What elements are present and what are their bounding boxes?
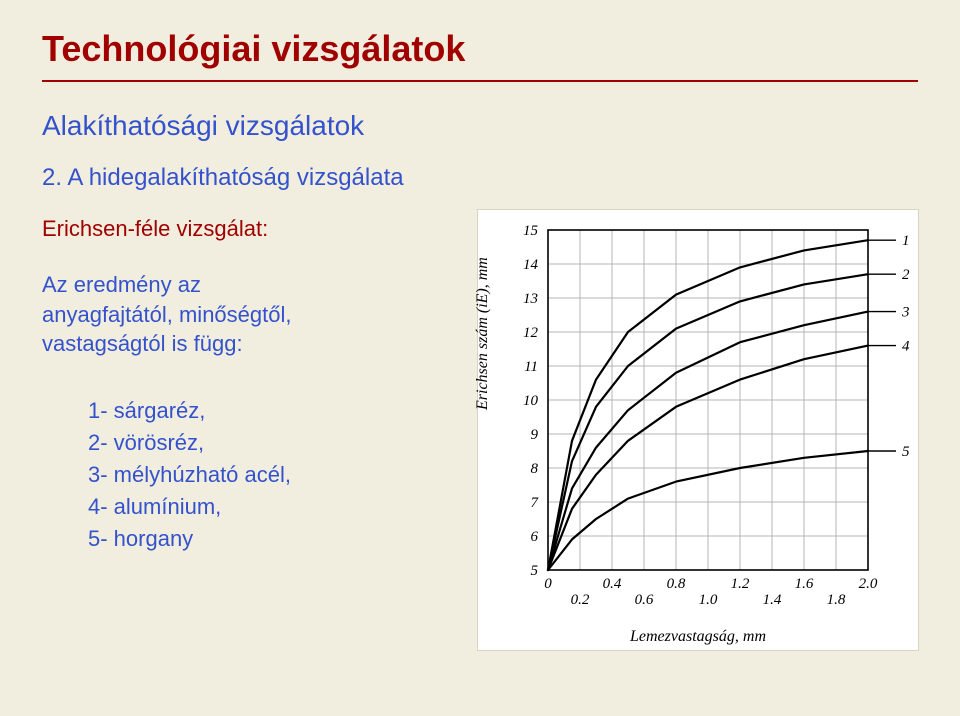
svg-text:1.2: 1.2	[731, 576, 750, 592]
page-title: Technológiai vizsgálatok	[42, 28, 918, 70]
svg-text:5: 5	[531, 563, 539, 579]
chart-svg: 5678910111213141500.40.81.21.62.00.20.61…	[478, 210, 918, 610]
svg-text:12: 12	[523, 325, 539, 341]
left-column: Erichsen-féle vizsgálat: Az eredmény az …	[42, 210, 478, 555]
svg-text:0: 0	[544, 576, 552, 592]
svg-text:1.8: 1.8	[827, 592, 846, 608]
svg-text:3: 3	[901, 305, 910, 321]
body-area: Erichsen-féle vizsgálat: Az eredmény az …	[42, 210, 918, 650]
legend-item: 2- vörösréz,	[88, 427, 458, 459]
legend-item: 1- sárgaréz,	[88, 395, 458, 427]
svg-text:0.6: 0.6	[635, 592, 654, 608]
legend-item: 3- mélyhúzható acél,	[88, 459, 458, 491]
slide: Technológiai vizsgálatok Alakíthatósági …	[0, 0, 960, 716]
section-heading: 2. A hidegalakíthatóság vizsgálata	[42, 164, 918, 192]
result-line: Az eredmény az	[42, 272, 201, 297]
subtitle: Alakíthatósági vizsgálatok	[42, 110, 918, 142]
svg-text:5: 5	[902, 444, 910, 460]
svg-text:11: 11	[524, 359, 538, 375]
svg-text:2: 2	[902, 267, 910, 283]
svg-text:8: 8	[531, 461, 539, 477]
title-rule	[42, 80, 918, 82]
result-line: anyagfajtától, minőségtől,	[42, 302, 292, 327]
svg-text:1.0: 1.0	[699, 592, 718, 608]
legend: 1- sárgaréz, 2- vörösréz, 3- mélyhúzható…	[42, 395, 458, 554]
svg-text:0.2: 0.2	[571, 592, 590, 608]
result-text: Az eredmény az anyagfajtától, minőségtől…	[42, 270, 458, 359]
svg-text:0.8: 0.8	[667, 576, 686, 592]
svg-text:9: 9	[531, 427, 539, 443]
result-line: vastagságtól is függ:	[42, 331, 243, 356]
y-axis-label: Erichsen szám (iE), mm	[474, 257, 492, 410]
svg-text:4: 4	[902, 339, 910, 355]
svg-text:0.4: 0.4	[603, 576, 622, 592]
erichsen-label: Erichsen-féle vizsgálat:	[42, 216, 458, 242]
svg-text:1.6: 1.6	[795, 576, 814, 592]
svg-text:10: 10	[523, 393, 539, 409]
svg-text:6: 6	[531, 529, 539, 545]
erichsen-chart: Erichsen szám (iE), mm 56789101112131415…	[478, 210, 918, 650]
legend-item: 5- horgany	[88, 523, 458, 555]
svg-text:15: 15	[523, 223, 539, 239]
svg-text:1.4: 1.4	[763, 592, 782, 608]
svg-text:1: 1	[902, 233, 910, 249]
svg-text:13: 13	[523, 291, 538, 307]
svg-text:2.0: 2.0	[859, 576, 878, 592]
legend-item: 4- alumínium,	[88, 491, 458, 523]
svg-text:14: 14	[523, 257, 539, 273]
x-axis-label: Lemezvastagság, mm	[478, 628, 918, 646]
